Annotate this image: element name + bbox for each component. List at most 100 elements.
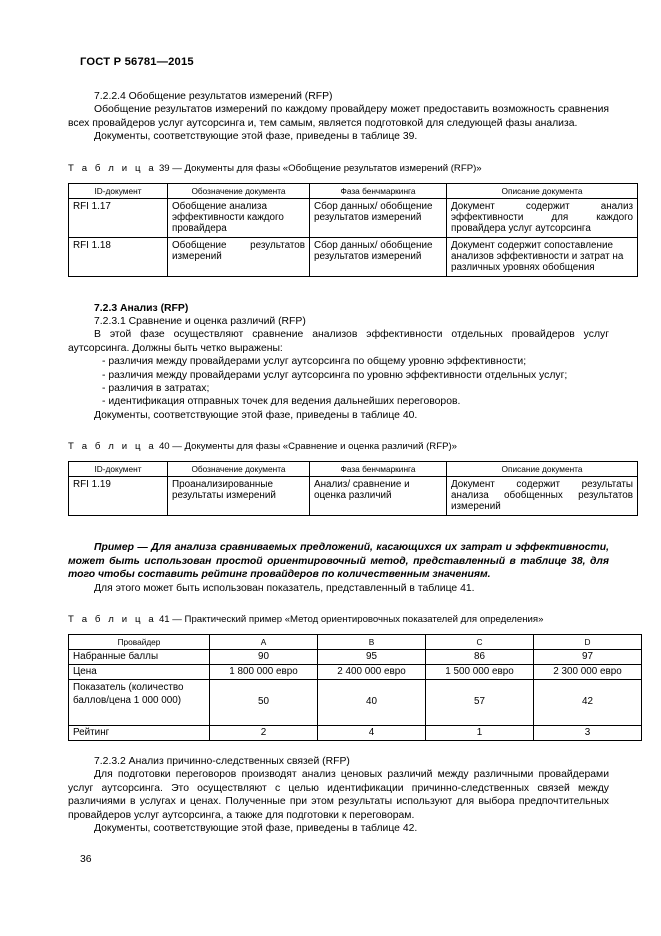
paragraph-7-2-3-2-1: Для подготовки переговоров производят ан… xyxy=(68,769,609,821)
table-39-header-name: Обозначение документа xyxy=(167,182,310,199)
table-41-caption-prefix: Т а б л и ц а xyxy=(68,613,157,625)
cell-label: Показатель (количество баллов/цена 1 000… xyxy=(68,678,210,726)
cell-value: 4 xyxy=(317,724,426,741)
paragraph-after-example: Для этого может быть использован показат… xyxy=(94,582,475,594)
cell-value: 2 300 000 евро xyxy=(533,663,642,680)
table-41-header-b: B xyxy=(317,633,426,650)
table-header-row: ID-документ Обозначение документа Фаза б… xyxy=(68,461,638,478)
table-41-header-provider: Провайдер xyxy=(68,633,210,650)
cell-value: 1 800 000 евро xyxy=(209,663,318,680)
section-heading-7-2-3-2: 7.2.3.2 Анализ причинно-следственных свя… xyxy=(94,755,350,767)
cell-phase: Анализ/ сравнение и оценка различий xyxy=(309,476,447,517)
bullet-item-3: - различия в затратах; xyxy=(102,383,210,395)
table-40-header-name: Обозначение документа xyxy=(167,461,310,478)
cell-value: 1 xyxy=(425,724,534,741)
table-41-caption: Т а б л и ц а 41 — Практический пример «… xyxy=(68,614,609,625)
cell-value: 2 xyxy=(209,724,318,741)
table-39-header-description: Описание документа xyxy=(446,182,638,199)
table-40-header-id: ID-документ xyxy=(68,461,168,478)
cell-value: 97 xyxy=(533,648,642,665)
section-heading-7-2-3-1: 7.2.3.1 Сравнение и оценка различий (RFP… xyxy=(94,316,306,328)
table-row: Набранные баллы 90 95 86 97 xyxy=(68,648,642,665)
cell-value: 42 xyxy=(533,678,642,726)
table-row: Цена 1 800 000 евро 2 400 000 евро 1 500… xyxy=(68,663,642,680)
cell-name: Проанализированные результаты измерений xyxy=(167,476,310,517)
cell-value: 90 xyxy=(209,648,318,665)
cell-id: RFI 1.17 xyxy=(68,197,168,238)
table-39-body: RFI 1.17 Обобщение анализа эффективности… xyxy=(68,197,638,277)
table-41: Провайдер A B C D Набранные баллы 90 95 … xyxy=(68,633,642,741)
paragraph-7-2-2-4-2: Документы, соответствующие этой фазе, пр… xyxy=(94,131,418,143)
table-40-caption: Т а б л и ц а 40 — Документы для фазы «С… xyxy=(68,441,609,452)
table-41-caption-rest: 41 — Практический пример «Метод ориентир… xyxy=(156,613,544,625)
paragraph-7-2-2-4-1: Обобщение результатов измерений по каждо… xyxy=(68,104,609,129)
table-41-head: Провайдер A B C D xyxy=(68,633,642,650)
table-row: Показатель (количество баллов/цена 1 000… xyxy=(68,678,642,726)
cell-label: Рейтинг xyxy=(68,724,210,741)
cell-value: 1 500 000 евро xyxy=(425,663,534,680)
spacer xyxy=(68,452,609,461)
table-41-header-a: A xyxy=(209,633,318,650)
spacer xyxy=(68,277,609,302)
paragraph-7-2-3-2-2: Документы, соответствующие этой фазе, пр… xyxy=(94,822,418,834)
table-40-header-description: Описание документа xyxy=(446,461,638,478)
table-39-caption-prefix: Т а б л и ц а xyxy=(68,162,157,174)
example-paragraph: Пример — Для анализа сравниваемых предло… xyxy=(68,542,609,581)
cell-value: 86 xyxy=(425,648,534,665)
paragraph-7-2-3-1-1: В этой фазе осуществляют сравнение анали… xyxy=(68,329,609,354)
section-heading-7-2-2-4: 7.2.2.4 Обобщение результатов измерений … xyxy=(94,91,333,102)
cell-description: Документ содержит результаты анализа обо… xyxy=(446,476,638,517)
cell-phase: Сбор данных/ обобщение результатов измер… xyxy=(309,236,447,277)
spacer xyxy=(68,625,609,634)
cell-value: 57 xyxy=(425,678,534,726)
spacer xyxy=(68,174,609,183)
table-39-head: ID-документ Обозначение документа Фаза б… xyxy=(68,182,638,199)
cell-label: Набранные баллы xyxy=(68,648,210,665)
table-row: Рейтинг 2 4 1 3 xyxy=(68,724,642,741)
table-41-body: Набранные баллы 90 95 86 97 Цена 1 800 0… xyxy=(68,648,642,741)
cell-description: Документ содержит анализ эффективности д… xyxy=(446,197,638,238)
table-header-row: Провайдер A B C D xyxy=(68,633,642,650)
page-number: 36 xyxy=(80,854,92,865)
bullet-item-1: - различия между провайдерами услуг аутс… xyxy=(102,356,527,368)
cell-name: Обобщение результатов измерений xyxy=(167,236,310,277)
spacer xyxy=(68,422,609,441)
cell-label: Цена xyxy=(68,663,210,680)
cell-value: 50 xyxy=(209,678,318,726)
table-40-caption-prefix: Т а б л и ц а xyxy=(68,441,157,453)
page-content: ГОСТ Р 56781—2015 7.2.2.4 Обобщение резу… xyxy=(68,56,642,835)
section-heading-7-2-3: 7.2.3 Анализ (RFP) xyxy=(94,302,189,314)
cell-id: RFI 1.19 xyxy=(68,476,168,517)
cell-value: 95 xyxy=(317,648,426,665)
cell-value: 40 xyxy=(317,678,426,726)
cell-value: 3 xyxy=(533,724,642,741)
bullet-item-4: - идентификация отправных точек для веде… xyxy=(102,396,461,408)
cell-phase: Сбор данных/ обобщение результатов измер… xyxy=(309,197,447,238)
paragraph-7-2-3-1-2: Документы, соответствующие этой фазе, пр… xyxy=(94,409,418,421)
standard-header: ГОСТ Р 56781—2015 xyxy=(80,56,194,68)
cell-id: RFI 1.18 xyxy=(68,236,168,277)
table-41-header-c: C xyxy=(425,633,534,650)
table-41-header-d: D xyxy=(533,633,642,650)
table-39-header-phase: Фаза бенчмаркинга xyxy=(309,182,447,199)
cell-value: 2 400 000 евро xyxy=(317,663,426,680)
table-row: RFI 1.18 Обобщение результатов измерений… xyxy=(68,236,638,277)
table-row: RFI 1.19 Проанализированные результаты и… xyxy=(68,476,638,517)
table-39-caption: Т а б л и ц а 39 — Документы для фазы «О… xyxy=(68,163,609,174)
table-row: RFI 1.17 Обобщение анализа эффективности… xyxy=(68,197,638,238)
table-40-head: ID-документ Обозначение документа Фаза б… xyxy=(68,461,638,478)
bullet-item-2: - различия между провайдерами услуг аутс… xyxy=(102,369,568,381)
spacer xyxy=(68,144,609,163)
table-39: ID-документ Обозначение документа Фаза б… xyxy=(68,182,638,277)
cell-name: Обобщение анализа эффективности каждого … xyxy=(167,197,310,238)
spacer xyxy=(68,516,609,541)
table-39-caption-rest: 39 — Документы для фазы «Обобщение резул… xyxy=(156,162,482,174)
table-40-caption-rest: 40 — Документы для фазы «Сравнение и оце… xyxy=(156,441,458,453)
table-40-header-phase: Фаза бенчмаркинга xyxy=(309,461,447,478)
spacer xyxy=(68,741,609,755)
spacer xyxy=(68,595,609,614)
table-40-body: RFI 1.19 Проанализированные результаты и… xyxy=(68,476,638,517)
table-header-row: ID-документ Обозначение документа Фаза б… xyxy=(68,182,638,199)
table-39-header-id: ID-документ xyxy=(68,182,168,199)
